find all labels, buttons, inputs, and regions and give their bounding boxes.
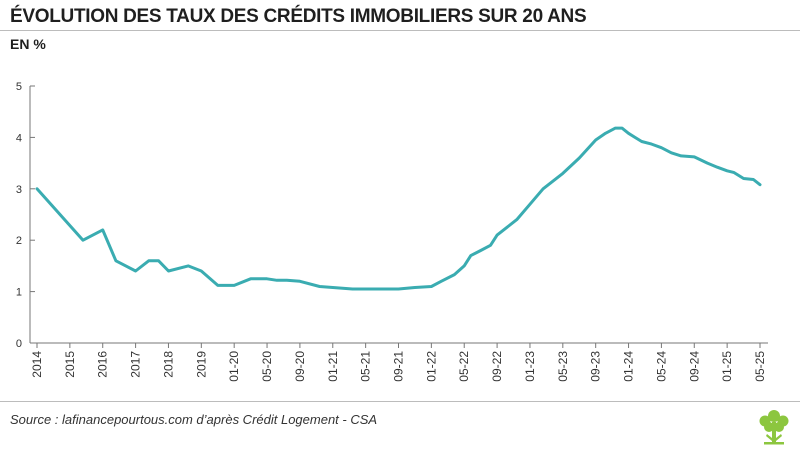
x-tick-label: 09-21 xyxy=(392,351,406,382)
y-tick-label: 5 xyxy=(16,81,22,93)
y-tick-label: 4 xyxy=(16,132,22,144)
line-chart: 0 1 2 3 4 5 2014 2015 2016 2017 2018 2019 01-20 05-20… xyxy=(16,81,768,382)
tree-logo-icon xyxy=(759,410,789,445)
unit-label: EN % xyxy=(10,36,46,52)
x-tick-label: 05-25 xyxy=(753,351,767,382)
x-tick-label: 01-21 xyxy=(326,351,340,382)
x-tick-label: 09-23 xyxy=(589,351,603,382)
x-tick-label: 01-23 xyxy=(523,351,537,382)
title-divider xyxy=(0,30,800,31)
x-tick-label: 01-24 xyxy=(622,351,636,382)
x-tick-label: 05-22 xyxy=(457,351,471,382)
source-divider xyxy=(0,401,800,402)
x-tick-label: 05-23 xyxy=(556,351,570,382)
series-line xyxy=(35,126,762,291)
x-tick-label: 01-25 xyxy=(720,351,734,382)
x-tick-label: 05-21 xyxy=(359,351,373,382)
x-tick-label: 01-20 xyxy=(227,351,241,382)
x-tick-label: 2017 xyxy=(129,351,143,378)
x-tick-label: 2018 xyxy=(161,351,175,378)
x-tick-label: 09-20 xyxy=(293,351,307,382)
chart-title: ÉVOLUTION DES TAUX DES CRÉDITS IMMOBILIE… xyxy=(10,6,587,27)
x-tick-label: 09-22 xyxy=(490,351,504,382)
y-tick-label: 3 xyxy=(16,184,22,196)
source-text: Source : lafinancepourtous.com d’après C… xyxy=(10,412,378,427)
y-tick-label: 2 xyxy=(16,235,22,247)
y-tick-label: 1 xyxy=(16,287,22,299)
y-tick-label: 0 xyxy=(16,338,22,350)
x-tick-label: 2015 xyxy=(63,351,77,378)
x-tick-label: 2019 xyxy=(194,351,208,378)
x-tick-label: 2014 xyxy=(30,351,44,378)
x-tick-label: 05-24 xyxy=(654,351,668,382)
x-tick-label: 05-20 xyxy=(260,351,274,382)
x-tick-label: 2016 xyxy=(96,351,110,378)
x-tick-label: 09-24 xyxy=(687,351,701,382)
x-tick-label: 01-22 xyxy=(424,351,438,382)
